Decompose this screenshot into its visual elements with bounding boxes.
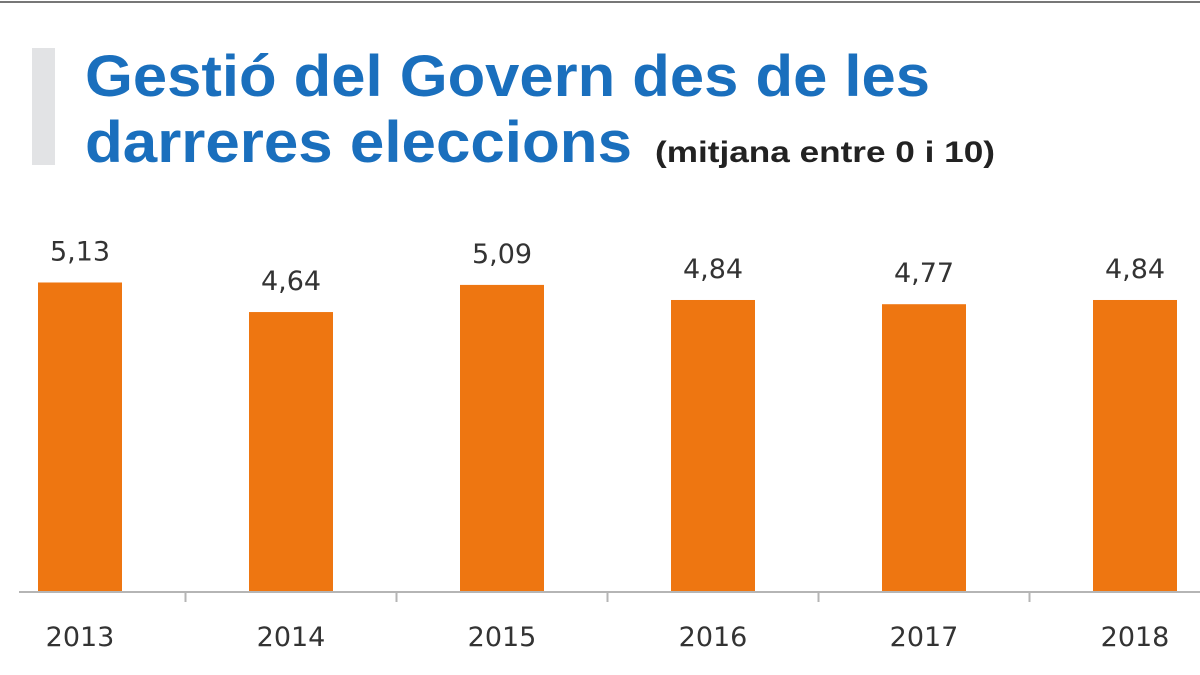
x-tick-label-2016: 2016	[679, 622, 748, 653]
bar-2014	[249, 312, 333, 592]
bar-2015	[460, 284, 544, 592]
x-tick-label-2013: 2013	[46, 622, 115, 653]
chart-title-line-1: Gestió del Govern des de les	[85, 44, 930, 109]
data-label-2015: 5,09	[472, 239, 532, 270]
chart-subtitle: (mitjana entre 0 i 10)	[655, 136, 995, 169]
data-label-2013: 5,13	[50, 236, 110, 267]
title-accent-bar	[32, 48, 55, 165]
x-tick-label-2015: 2015	[468, 622, 537, 653]
data-label-2014: 4,64	[261, 266, 321, 297]
x-tick-label-2018: 2018	[1101, 622, 1170, 653]
data-label-2016: 4,84	[683, 254, 743, 285]
bar-2017	[882, 304, 966, 592]
bar-2016	[671, 299, 755, 592]
x-tick-label-2017: 2017	[890, 622, 959, 653]
data-label-2017: 4,77	[894, 258, 954, 289]
bar-2018	[1093, 299, 1177, 592]
data-label-2018: 4,84	[1105, 254, 1165, 285]
chart-title-line-2: darreres eleccions	[85, 110, 632, 175]
bar-2013	[38, 282, 122, 592]
x-tick-label-2014: 2014	[257, 622, 326, 653]
